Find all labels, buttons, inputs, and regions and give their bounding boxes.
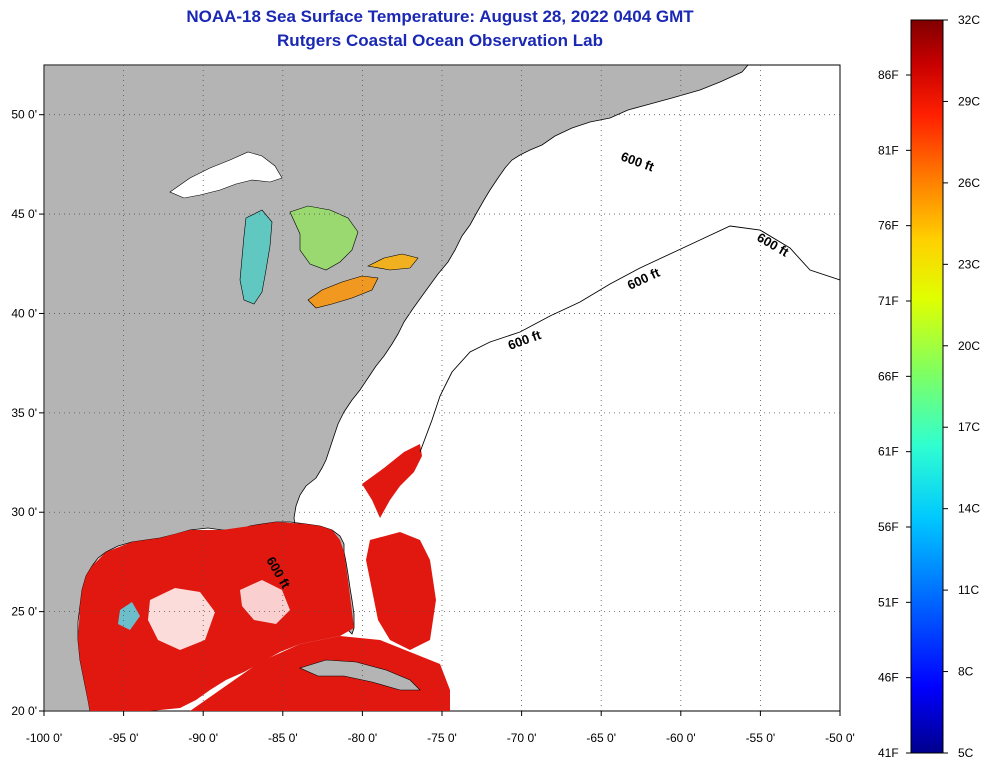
colorbar-label-c: 14C <box>958 502 980 516</box>
colorbar-label-c: 17C <box>958 420 980 434</box>
x-tick-label: -70 0' <box>507 731 537 745</box>
colorbar-label-c: 29C <box>958 94 980 108</box>
x-tick-label: -60 0' <box>666 731 696 745</box>
x-tick-label: -80 0' <box>348 731 378 745</box>
x-tick-label: -75 0' <box>427 731 457 745</box>
x-axis: -100 0' -95 0' -90 0' -85 0' -80 0' -75 0' -70… <box>26 711 855 745</box>
colorbar-label-f: 56F <box>878 520 899 534</box>
colorbar-label-c: 5C <box>958 746 974 760</box>
map-title: NOAA-18 Sea Surface Temperature: August … <box>186 7 694 26</box>
colorbar-label-c: 26C <box>958 176 980 190</box>
x-tick-label: -85 0' <box>268 731 298 745</box>
gulf-sst-cool-patch-2 <box>240 580 290 624</box>
y-tick-label: 25 0' <box>11 605 37 619</box>
lake-erie <box>307 275 379 309</box>
contour-600ft <box>419 225 840 453</box>
colorbar-label-c: 11C <box>958 583 979 597</box>
colorbar <box>910 19 944 754</box>
colorbar-label-f: 41F <box>878 746 899 760</box>
lake-michigan <box>239 209 273 305</box>
y-tick-label: 20 0' <box>11 704 37 718</box>
y-axis: 50 0' 45 0' 40 0' 35 0' 30 0' 25 0' 20 0' <box>11 108 44 718</box>
colorbar-label-f: 61F <box>878 445 899 459</box>
x-tick-label: -50 0' <box>825 731 855 745</box>
colorbar-label-f: 81F <box>878 143 899 157</box>
colorbar-ticks: 32C 29C 26C 23C 20C 17C 14C 11C 8C 5C 86F 81F 76F 71F… <box>878 13 980 760</box>
colorbar-label-f: 66F <box>878 369 899 383</box>
gulf-sst-cool-patch-1 <box>148 588 215 650</box>
y-tick-label: 35 0' <box>11 406 37 420</box>
x-tick-label: -100 0' <box>26 731 62 745</box>
colorbar-label-f: 71F <box>878 294 899 308</box>
colorbar-label-f: 76F <box>878 219 899 233</box>
colorbar-label-f: 46F <box>878 671 899 685</box>
colorbar-label-c: 23C <box>958 257 980 271</box>
y-tick-label: 50 0' <box>11 108 37 122</box>
y-tick-label: 30 0' <box>11 505 37 519</box>
x-tick-label: -65 0' <box>586 731 616 745</box>
lake-huron <box>289 205 359 271</box>
lake-superior <box>169 151 283 199</box>
colorbar-label-f: 86F <box>878 68 899 82</box>
gulf-sst-cool-patch-3 <box>118 602 140 630</box>
gulf-of-mexico-sst <box>78 522 354 711</box>
colorbar-label-f: 51F <box>878 595 899 609</box>
y-tick-label: 40 0' <box>11 306 37 320</box>
x-tick-label: -55 0' <box>746 731 776 745</box>
colorbar-label-c: 8C <box>958 665 974 679</box>
colorbar-label-c: 32C <box>958 13 980 27</box>
x-tick-label: -90 0' <box>188 731 218 745</box>
atlantic-coastal-sst <box>362 444 422 518</box>
bahamas-sst <box>366 532 436 650</box>
y-tick-label: 45 0' <box>11 207 37 221</box>
map-subtitle: Rutgers Coastal Ocean Observation Lab <box>277 31 603 50</box>
cuba <box>299 659 421 691</box>
colorbar-label-c: 20C <box>958 339 980 353</box>
lake-ontario <box>367 253 419 271</box>
x-tick-label: -95 0' <box>109 731 139 745</box>
